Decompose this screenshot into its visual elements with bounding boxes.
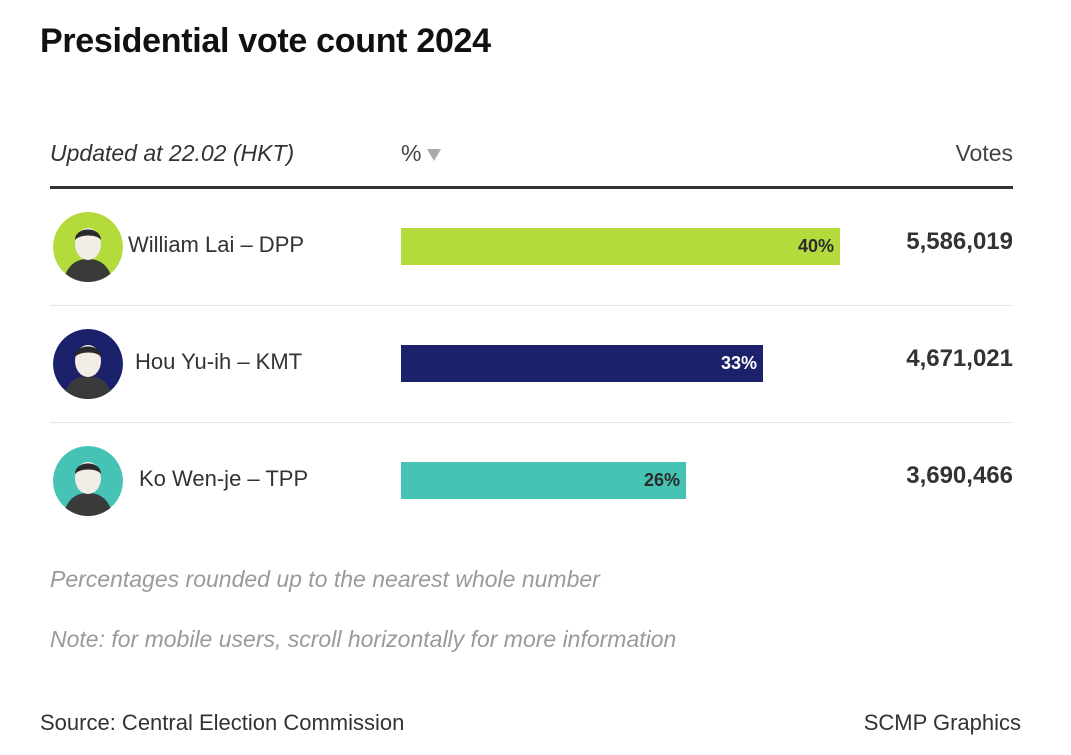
rounding-note: Percentages rounded up to the nearest wh…	[50, 566, 600, 592]
avatar	[53, 212, 123, 282]
vote-count: 5,586,019	[906, 228, 1013, 255]
table-row: Ko Wen-je – TPP 26% 3,690,466	[50, 422, 1013, 539]
updated-time: Updated at 22.02 (HKT)	[50, 140, 295, 166]
percent-column-header[interactable]: %	[401, 140, 442, 167]
percent-label: 33%	[720, 353, 757, 373]
candidate-name: William Lai – DPP	[128, 232, 305, 257]
table-row: William Lai – DPP 40% 5,586,019	[50, 188, 1013, 306]
avatar	[53, 329, 123, 399]
vote-share-bar: 26%	[401, 462, 686, 499]
source-credit: Source: Central Election Commission	[40, 710, 405, 735]
graphics-credit: SCMP Graphics	[863, 710, 1021, 735]
avatar	[53, 446, 123, 516]
table-row: Hou Yu-ih – KMT 33% 4,671,021	[50, 305, 1013, 423]
sort-down-icon[interactable]	[427, 148, 442, 161]
percent-label: 26%	[643, 470, 680, 490]
percent-label: 40%	[797, 236, 834, 256]
vote-count: 3,690,466	[906, 462, 1013, 489]
page-title: Presidential vote count 2024	[40, 22, 491, 60]
vote-share-bar: 40%	[401, 228, 840, 265]
portrait-icon	[53, 212, 123, 282]
candidate-name: Hou Yu-ih – KMT	[135, 349, 303, 374]
portrait-icon	[53, 329, 123, 399]
table-header: Updated at 22.02 (HKT) % Votes	[50, 138, 1013, 189]
percent-header-label: %	[401, 140, 422, 166]
vote-share-bar: 33%	[401, 345, 763, 382]
vote-count: 4,671,021	[906, 345, 1013, 372]
candidate-name: Ko Wen-je – TPP	[139, 466, 309, 491]
votes-column-header[interactable]: Votes	[955, 140, 1013, 166]
mobile-note: Note: for mobile users, scroll horizonta…	[50, 626, 677, 652]
portrait-icon	[53, 446, 123, 516]
